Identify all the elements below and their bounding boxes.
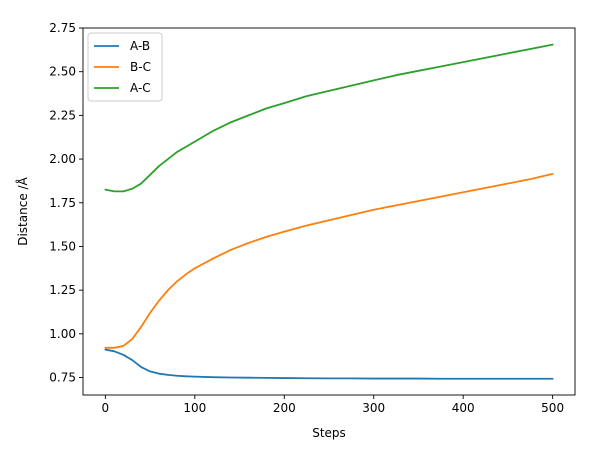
legend-box [87, 32, 163, 102]
y-tick-label: 2.00 [49, 152, 76, 166]
legend-label-a-c: A-C [130, 81, 151, 95]
axes: 0 100 200 300 400 500 0.75 1.00 1.25 1.50 1.75 2.00… [49, 21, 576, 415]
plot-area [104, 43, 554, 380]
x-tick-label: 0 [102, 401, 110, 415]
legend: A-B B-C A-C [87, 32, 163, 102]
y-tick-label: 2.25 [49, 108, 76, 122]
x-tick-label: 500 [541, 401, 564, 415]
x-tick-label: 400 [452, 401, 475, 415]
x-axis-label: Steps [312, 426, 346, 440]
series-line-b-c [104, 173, 554, 349]
legend-label-b-c: B-C [130, 60, 151, 74]
y-tick-label: 1.25 [49, 283, 76, 297]
x-tick-label: 100 [183, 401, 206, 415]
series-line-a-b [104, 348, 554, 380]
y-tick-label: 2.75 [49, 21, 76, 35]
y-tick-label: 1.75 [49, 196, 76, 210]
y-tick-label: 1.50 [49, 239, 76, 253]
legend-label-a-b: A-B [130, 39, 150, 53]
axes-frame [82, 27, 576, 396]
series-line-a-c [104, 43, 554, 193]
y-tick-label: 2.50 [49, 65, 76, 79]
x-tick-label: 300 [362, 401, 385, 415]
x-tick-label: 200 [273, 401, 296, 415]
y-tick-label: 0.75 [49, 371, 76, 385]
y-tick-label: 1.00 [49, 327, 76, 341]
y-axis-label: Distance /Å [15, 176, 30, 245]
